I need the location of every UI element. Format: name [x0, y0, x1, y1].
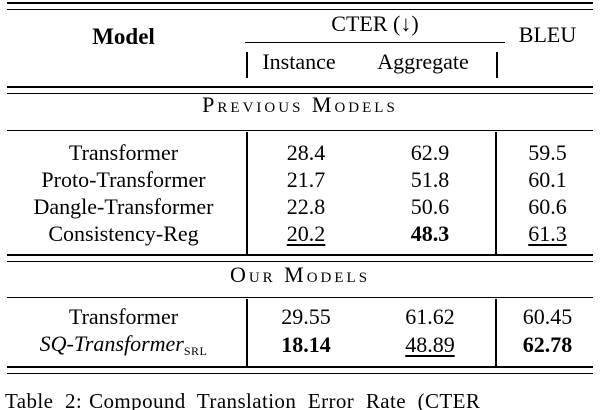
caption-text: Compound Translation Error Rate (CTER [89, 389, 481, 410]
cter-instance-value: 29.55 [281, 304, 331, 329]
column-separator [246, 52, 248, 78]
table-row: Proto-Transformer 21.7 51.8 60.1 [0, 166, 600, 193]
model-subscript: SRL [183, 344, 208, 358]
cter-cmidrule [245, 42, 505, 43]
table-rule-section [7, 297, 593, 298]
cter-aggregate-value: 50.6 [410, 193, 450, 219]
cter-instance-value: 28.4 [286, 139, 326, 165]
column-separator [246, 132, 248, 254]
table-row: Consistency-Reg 20.2 48.3 61.3 [0, 220, 600, 247]
column-header-aggregate: Aggregate [377, 49, 469, 74]
model-name-italic: SQ-Transformer [39, 331, 184, 356]
table-rule-bottom [7, 366, 593, 374]
bleu-value: 60.6 [528, 193, 567, 219]
table-rule-top [7, 2, 593, 10]
section-title-previous-models: Previous Models [202, 92, 398, 117]
model-name: Transformer [68, 139, 179, 165]
section-title-our-models: Our Models [229, 262, 371, 287]
column-separator [496, 52, 498, 78]
bleu-value: 60.45 [522, 304, 573, 329]
column-separator [495, 299, 497, 366]
model-name: Proto-Transformer [41, 166, 206, 192]
model-name: Transformer [68, 304, 179, 329]
table-caption: Table 2: Compound Translation Error Rate … [5, 389, 600, 410]
cter-aggregate-value: 48.3 [410, 220, 450, 246]
cter-aggregate-value: 62.9 [410, 139, 450, 165]
cter-instance-value: 18.14 [281, 332, 331, 357]
table-row: Transformer 28.4 62.9 59.5 [0, 139, 600, 166]
table-row: Transformer 29.55 61.62 60.45 [0, 303, 600, 331]
model-name: SQ-TransformerSRL [0, 331, 247, 359]
bleu-value: 59.5 [528, 139, 567, 165]
table-rule-mid [7, 254, 593, 262]
cter-aggregate-value: 61.62 [405, 304, 455, 329]
model-name: Dangle-Transformer [33, 193, 214, 219]
bleu-value: 62.78 [522, 332, 573, 357]
cter-instance-value: 22.8 [286, 193, 326, 219]
column-separator [246, 299, 248, 366]
bleu-value: 60.1 [528, 166, 567, 192]
bleu-value: 61.3 [528, 220, 567, 246]
cter-aggregate-value: 51.8 [410, 166, 450, 192]
table-row: SQ-TransformerSRL 18.14 48.89 62.78 [0, 331, 600, 359]
table-row: Dangle-Transformer 22.8 50.6 60.6 [0, 193, 600, 220]
column-separator [495, 132, 497, 254]
model-name: Consistency-Reg [48, 220, 199, 246]
cter-instance-value: 20.2 [286, 220, 326, 246]
column-header-bleu: BLEU [518, 22, 577, 47]
caption-label: Table 2: [5, 389, 83, 410]
column-header-model: Model [92, 24, 155, 49]
column-header-cter: CTER (↓) [331, 11, 419, 36]
table-rule-header-bottom [7, 86, 593, 94]
cter-aggregate-value: 48.89 [405, 332, 455, 357]
column-header-instance: Instance [262, 49, 336, 74]
cter-instance-value: 21.7 [286, 166, 326, 192]
table-rule-section [7, 130, 593, 131]
